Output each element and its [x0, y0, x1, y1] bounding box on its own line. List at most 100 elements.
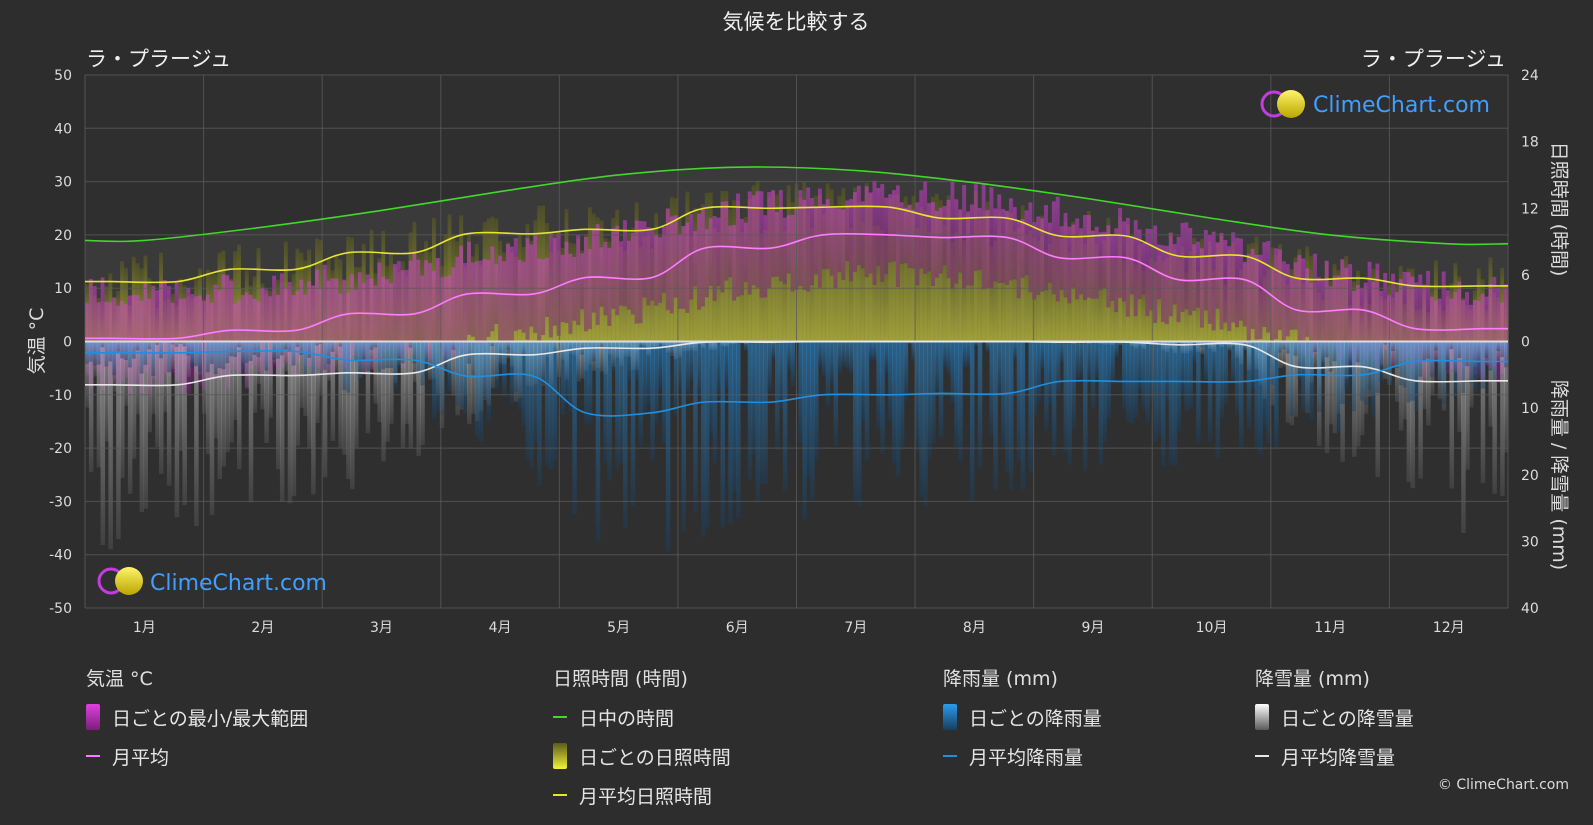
rain-bar [1114, 341, 1119, 358]
temp-range-bar [1071, 224, 1076, 288]
rain-bar [1242, 341, 1248, 351]
temp-range-bar [607, 247, 612, 326]
rain-bar [1141, 341, 1147, 410]
snow-bar [166, 341, 172, 486]
snow-bar [123, 341, 129, 406]
rain-bar [1207, 341, 1213, 442]
rain-bar [1398, 341, 1404, 386]
temp-range-bar [513, 238, 519, 331]
temp-range-bar [1406, 272, 1412, 355]
temp-range-bar [1012, 207, 1018, 280]
sunshine-bar [821, 213, 827, 342]
rain-bar [915, 341, 920, 452]
temp-range-bar [334, 278, 340, 360]
rain-bar [1172, 341, 1178, 466]
temp-range-bar [1461, 299, 1466, 358]
rain-bar [1293, 341, 1299, 356]
rain-bar [127, 341, 133, 368]
daylight-bar [1469, 243, 1474, 342]
temp-range-bar [439, 277, 445, 357]
temp-range-bar [837, 208, 842, 273]
snow-bar [135, 341, 141, 415]
rain-bar [389, 341, 394, 368]
rain-bar [252, 341, 258, 355]
temp-range-bar [416, 259, 421, 341]
rain-bar [217, 341, 223, 368]
rain-bar [1161, 341, 1166, 466]
temp-range-bar [1359, 288, 1365, 355]
rain-bar [1457, 341, 1462, 358]
rain-bar [151, 341, 156, 376]
legend-label: 月平均降雨量 [969, 746, 1084, 769]
temp-range-bar [689, 213, 694, 300]
sunshine-bar [233, 251, 238, 342]
snow-bar [116, 341, 121, 540]
temp-range-bar [1141, 242, 1147, 295]
temp-range-bar [591, 229, 597, 313]
snow-bar [303, 341, 308, 417]
rain-bar [1332, 341, 1338, 362]
rain-bar [626, 341, 632, 381]
rain-bar [311, 341, 316, 375]
rain-bar [541, 341, 546, 384]
rain-bar [361, 341, 367, 360]
snow-bar [131, 341, 137, 459]
legend-title: 降雪量 (mm) [1255, 668, 1370, 690]
rain-bar [221, 341, 226, 370]
rain-bar [194, 341, 199, 367]
snow-bar [467, 341, 472, 425]
temp-range-bar [1250, 248, 1256, 329]
rain-bar [1324, 341, 1330, 358]
snow-bar [237, 341, 242, 470]
sunshine-bar [716, 231, 722, 342]
temp-range-bar [587, 249, 593, 330]
sunshine-bar [849, 228, 854, 342]
rain-bar [763, 341, 768, 484]
sunshine-bar [954, 232, 959, 342]
temp-range-bar [545, 257, 550, 317]
rain-bar [455, 341, 460, 406]
rain-bar [1215, 341, 1221, 458]
rain-bar [1102, 341, 1108, 442]
rain-bar [1149, 341, 1154, 402]
temp-range-bar [1277, 249, 1283, 331]
legend-item-daily-snow: 日ごとの降雪量 [1255, 704, 1414, 730]
rain-bar [603, 341, 609, 464]
snow-bar [147, 341, 152, 433]
snow-bar [1324, 341, 1330, 454]
temp-range-bar [1324, 260, 1330, 348]
temp-range-bar [626, 240, 632, 310]
snow-bar [1461, 341, 1466, 533]
temp-range-bar [1484, 296, 1490, 367]
rain-bar [985, 341, 991, 352]
rain-bar [385, 341, 390, 368]
temp-range-bar [630, 233, 636, 315]
daylight-bar [1379, 238, 1384, 342]
rain-bar [697, 341, 702, 395]
temp-range-bar [330, 278, 336, 372]
rain-bar [728, 341, 733, 524]
temp-range-bar [1336, 275, 1341, 360]
rain-bar [1047, 341, 1053, 404]
sunshine-bar [1102, 240, 1108, 342]
temp-range-bar [576, 235, 581, 325]
snow-bar [373, 341, 378, 404]
rain-bar [884, 341, 889, 374]
rain-bar [287, 341, 293, 352]
temp-range-bar [1469, 304, 1474, 358]
rain-bar [1020, 341, 1026, 491]
rain-bar [958, 341, 963, 461]
temp-range-bar [969, 204, 975, 286]
rain-bar [447, 341, 453, 392]
rain-bar [474, 341, 480, 437]
rain-bar [529, 341, 534, 469]
temp-range-bar [166, 286, 172, 377]
temp-range-bar [541, 259, 546, 336]
rain-bar [463, 341, 468, 414]
rain-bar [755, 341, 761, 504]
rain-bar [700, 341, 706, 537]
rain-bar [342, 341, 347, 391]
snow-bar [1398, 341, 1404, 431]
rain-bar [205, 341, 211, 373]
rain-bar [1157, 341, 1162, 435]
